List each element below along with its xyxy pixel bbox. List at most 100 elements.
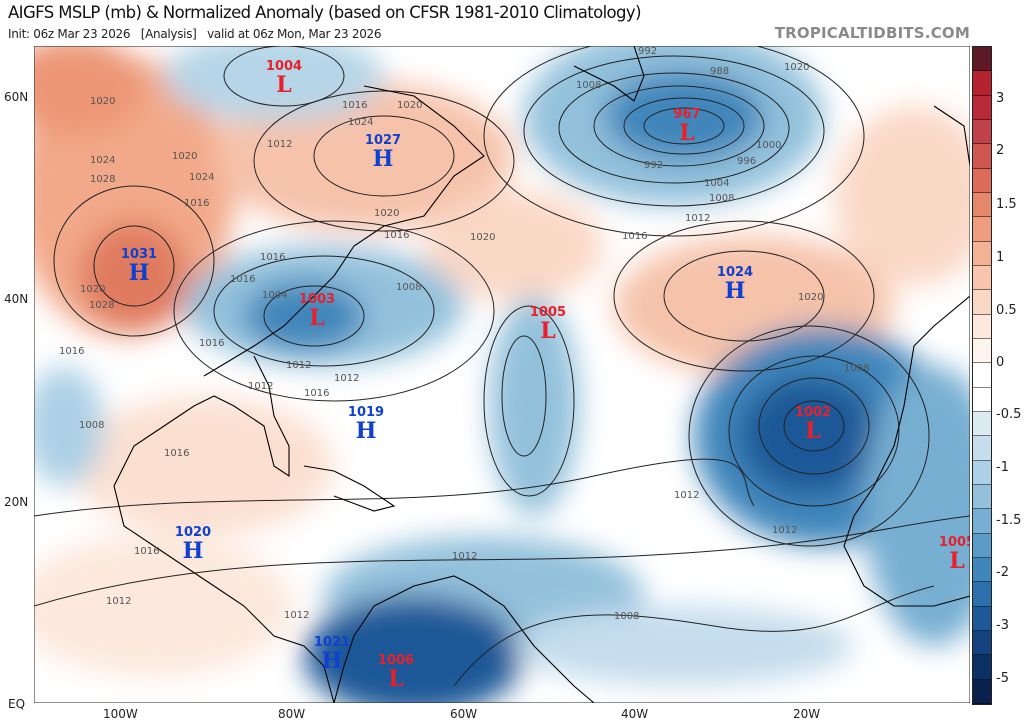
colorbar-band bbox=[973, 509, 991, 534]
colorbar-band bbox=[973, 192, 991, 218]
colorbar-band bbox=[973, 484, 991, 510]
colorbar-band bbox=[973, 655, 991, 680]
isobar-label: 1012 bbox=[452, 551, 477, 562]
center-type-letter: L bbox=[276, 72, 291, 98]
isobar-label: 1020 bbox=[397, 100, 422, 111]
isobar-label: 1016 bbox=[199, 338, 224, 349]
colorbar-label: 1 bbox=[996, 250, 1005, 265]
colorbar-band bbox=[973, 241, 991, 266]
center-pressure-value: 1002 bbox=[795, 405, 831, 420]
isobar-label: 1024 bbox=[348, 117, 373, 128]
isobar-label: 1020 bbox=[80, 284, 105, 295]
center-type-letter: H bbox=[183, 538, 204, 564]
colorbar-band bbox=[973, 436, 991, 461]
colorbar-label: -5 bbox=[996, 671, 1009, 686]
isobar-label: 1016 bbox=[622, 231, 647, 242]
lat-label-60n: 60N bbox=[4, 90, 29, 104]
colorbar-band bbox=[973, 119, 991, 145]
colorbar-label: 3 bbox=[996, 91, 1005, 106]
isobar-label: 992 bbox=[644, 160, 663, 171]
center-type-letter: H bbox=[322, 648, 343, 674]
isobar-label: 1016 bbox=[342, 100, 367, 111]
isobar-label: 1016 bbox=[184, 198, 209, 209]
center-pressure-value: 1005 bbox=[530, 305, 566, 320]
center-pressure-value: 1021 bbox=[314, 635, 350, 650]
mslp-anomaly-map: 992 988 1000 1008 992 996 1004 1008 1012 1016 1020… bbox=[34, 46, 970, 703]
colorbar-band bbox=[973, 606, 991, 631]
colorbar-band bbox=[973, 679, 991, 704]
isobar-label: 988 bbox=[710, 66, 729, 77]
isobar-label: 1008 bbox=[576, 80, 601, 91]
isobar-label: 1004 bbox=[262, 290, 287, 301]
colorbar-band bbox=[973, 144, 991, 169]
lat-label-eq: EQ bbox=[8, 697, 26, 711]
isobar-label: 1016 bbox=[260, 252, 285, 263]
center-type-letter: H bbox=[725, 278, 746, 304]
colorbar-label: -3 bbox=[996, 618, 1009, 633]
isobar-label: 1016 bbox=[384, 230, 409, 241]
center-pressure-value: 1005 bbox=[939, 535, 970, 550]
isobar-label: 1016 bbox=[134, 546, 159, 557]
isobar-label: 992 bbox=[638, 46, 657, 57]
center-type-letter: L bbox=[388, 666, 403, 692]
colorbar-label: 1.5 bbox=[996, 197, 1017, 212]
isobar-label: 1008 bbox=[844, 363, 869, 374]
lon-label-60w: 60W bbox=[450, 707, 478, 721]
colorbar-band bbox=[973, 460, 991, 485]
isobar-label: 1020 bbox=[90, 96, 115, 107]
isobar-label: 1016 bbox=[230, 274, 255, 285]
center-type-letter: L bbox=[949, 548, 964, 574]
center-pressure-value: 1019 bbox=[348, 405, 384, 420]
isobar-label: 1008 bbox=[709, 193, 734, 204]
center-type-letter: H bbox=[356, 418, 377, 444]
isobars bbox=[34, 46, 970, 687]
colorbar-label: 0.5 bbox=[996, 303, 1017, 318]
colorbar-band bbox=[973, 338, 991, 364]
colorbar-band bbox=[973, 387, 991, 412]
center-pressure-value: 1020 bbox=[175, 525, 211, 540]
colorbar-band bbox=[973, 71, 991, 96]
coastlines bbox=[113, 46, 970, 703]
colorbar-band bbox=[973, 47, 991, 72]
colorbar-label: -2 bbox=[996, 565, 1009, 580]
isobar-label: 1012 bbox=[674, 490, 699, 501]
isobar-label: 1012 bbox=[284, 610, 309, 621]
colorbar-band bbox=[973, 582, 991, 607]
colorbar-band bbox=[973, 533, 991, 558]
map-title: AIGFS MSLP (mb) & Normalized Anomaly (ba… bbox=[8, 3, 642, 22]
colorbar-label: -1 bbox=[996, 460, 1009, 475]
lon-label-40w: 40W bbox=[621, 707, 649, 721]
lon-label-100w: 100W bbox=[103, 707, 138, 721]
isobar-label: 1020 bbox=[374, 208, 399, 219]
center-pressure-value: 1027 bbox=[365, 133, 401, 148]
center-pressure-value: 1024 bbox=[717, 265, 753, 280]
center-pressure-value: 1003 bbox=[299, 292, 335, 307]
isobar-label: 1012 bbox=[334, 373, 359, 384]
isobar-label: 1016 bbox=[59, 346, 84, 357]
colorbar-band bbox=[973, 217, 991, 242]
anomaly-shading bbox=[34, 46, 970, 703]
colorbar-band bbox=[973, 168, 991, 193]
colorbar-band bbox=[973, 630, 991, 656]
isobar-label: 1020 bbox=[172, 151, 197, 162]
colorbar-band bbox=[973, 95, 991, 120]
colorbar-band bbox=[973, 314, 991, 339]
isobar-label: 1024 bbox=[90, 155, 115, 166]
colorbar-label: -1.5 bbox=[996, 513, 1022, 528]
isobar-label: 1020 bbox=[784, 62, 809, 73]
center-pressure-value: 967 bbox=[673, 107, 700, 122]
isobar-label: 1012 bbox=[286, 360, 311, 371]
center-type-letter: H bbox=[373, 146, 394, 172]
colorbar-band bbox=[973, 557, 991, 583]
colorbar-label: 2 bbox=[996, 143, 1005, 158]
